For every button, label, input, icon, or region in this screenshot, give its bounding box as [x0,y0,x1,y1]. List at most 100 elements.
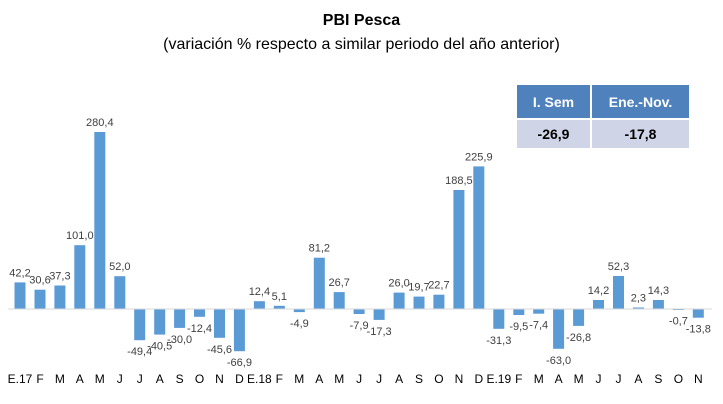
x-tick-label-8: S [176,372,184,386]
x-tick-label-9: O [195,372,204,386]
x-tick-label-12: E.18 [247,372,272,386]
summary-value-jan-nov: -17,8 [592,120,689,148]
bar-13 [273,305,285,309]
bar-26 [533,309,545,314]
x-tick-label-4: M [95,372,105,386]
bar-24 [493,309,505,329]
x-tick-label-7: A [156,372,164,386]
x-tick-label-29: J [596,372,602,386]
data-label-18: -17,3 [367,326,392,338]
data-label-11: -66,9 [227,357,252,369]
x-tick-label-32: S [654,372,662,386]
x-tick-label-1: F [36,372,43,386]
x-axis-labels-group: E.17 F M A M J J A S O N D E.18 F M A M J J A S O N D E.19 F M A M J J… [8,372,703,386]
data-label-31: 2,3 [631,293,646,305]
data-label-19: 26,0 [388,278,409,290]
bar-6 [134,309,146,341]
bar-31 [632,307,644,309]
data-label-14: -4,9 [290,318,309,330]
summary-value-row: -26,9 -17,8 [517,120,689,148]
data-label-16: 26,7 [328,277,349,289]
x-tick-label-14: M [294,372,304,386]
data-label-0: 42,2 [9,267,30,279]
summary-header-row: I. Sem Ene.-Nov. [517,85,689,118]
x-tick-label-21: O [434,372,443,386]
summary-table: I. Sem Ene.-Nov. -26,9 -17,8 [515,83,691,150]
x-tick-label-5: J [117,372,123,386]
data-label-21: 22,7 [428,280,449,292]
x-tick-label-33: O [674,372,683,386]
bar-23 [473,166,485,309]
data-label-23: 225,9 [465,151,493,163]
data-label-24: -31,3 [486,335,511,347]
bar-9 [194,309,205,317]
x-tick-label-22: N [455,372,464,386]
data-label-6: -49,4 [127,346,152,358]
bar-4 [94,132,106,309]
bar-7 [154,309,166,335]
data-label-8: -30,0 [167,334,192,346]
bar-20 [413,296,425,309]
x-tick-label-6: J [137,372,143,386]
data-label-30: 52,3 [608,261,629,273]
data-label-22: 188,5 [445,175,473,187]
bar-19 [393,292,405,309]
data-label-34: -13,8 [686,324,711,336]
data-label-3: 101,0 [66,230,94,242]
data-label-15: 81,2 [309,243,330,255]
data-label-29: 14,2 [588,285,609,297]
data-label-17: -7,9 [350,320,369,332]
bar-0 [14,282,26,309]
x-tick-label-17: J [356,372,362,386]
bar-8 [174,309,186,328]
x-tick-label-2: M [55,372,65,386]
bar-18 [373,309,385,320]
x-tick-label-19: A [395,372,403,386]
data-label-12: 12,4 [249,286,270,298]
data-labels-group: 42,230,637,3 101,0 280,4 52,0 -49,4-40,5-30,… [9,117,711,369]
bar-16 [333,292,345,309]
bar-28 [573,309,585,326]
x-tick-label-11: D [235,372,244,386]
x-tick-label-25: F [515,372,522,386]
x-tick-label-23: D [474,372,483,386]
x-tick-label-0: E.17 [8,372,33,386]
summary-header-first-semester: I. Sem [517,85,590,118]
data-label-25: -9,5 [509,321,528,333]
bar-29 [593,300,604,309]
bar-15 [313,257,325,309]
data-label-10: -45,6 [207,344,232,356]
bar-11 [233,309,245,352]
data-label-20: 19,7 [408,282,429,294]
data-label-2: 37,3 [49,271,70,283]
x-tick-label-28: M [574,372,584,386]
bar-34 [692,309,704,318]
data-label-7: -40,5 [147,341,172,353]
x-tick-label-30: J [616,372,622,386]
x-tick-label-15: A [315,372,323,386]
data-label-26: -7,4 [529,320,548,332]
data-label-27: -63,0 [546,355,571,367]
bar-3 [74,245,86,309]
bar-21 [433,294,445,309]
bar-14 [293,309,305,313]
x-tick-label-10: N [215,372,224,386]
x-tick-label-24: E.19 [486,372,511,386]
summary-value-first-semester: -26,9 [517,120,590,148]
bar-27 [553,309,565,349]
x-tick-label-16: M [334,372,344,386]
x-tick-label-26: M [534,372,544,386]
data-label-9: -12,4 [187,323,212,335]
bar-17 [353,309,365,314]
x-tick-label-20: S [415,372,423,386]
x-tick-label-34: N [694,372,703,386]
bars-group [14,132,704,352]
data-label-4: 280,4 [86,117,114,129]
bar-30 [613,276,624,309]
x-tick-label-3: A [76,372,84,386]
summary-header-jan-nov: Ene.-Nov. [592,85,689,118]
bar-22 [453,190,465,309]
bar-10 [214,309,225,338]
bar-25 [513,309,525,315]
